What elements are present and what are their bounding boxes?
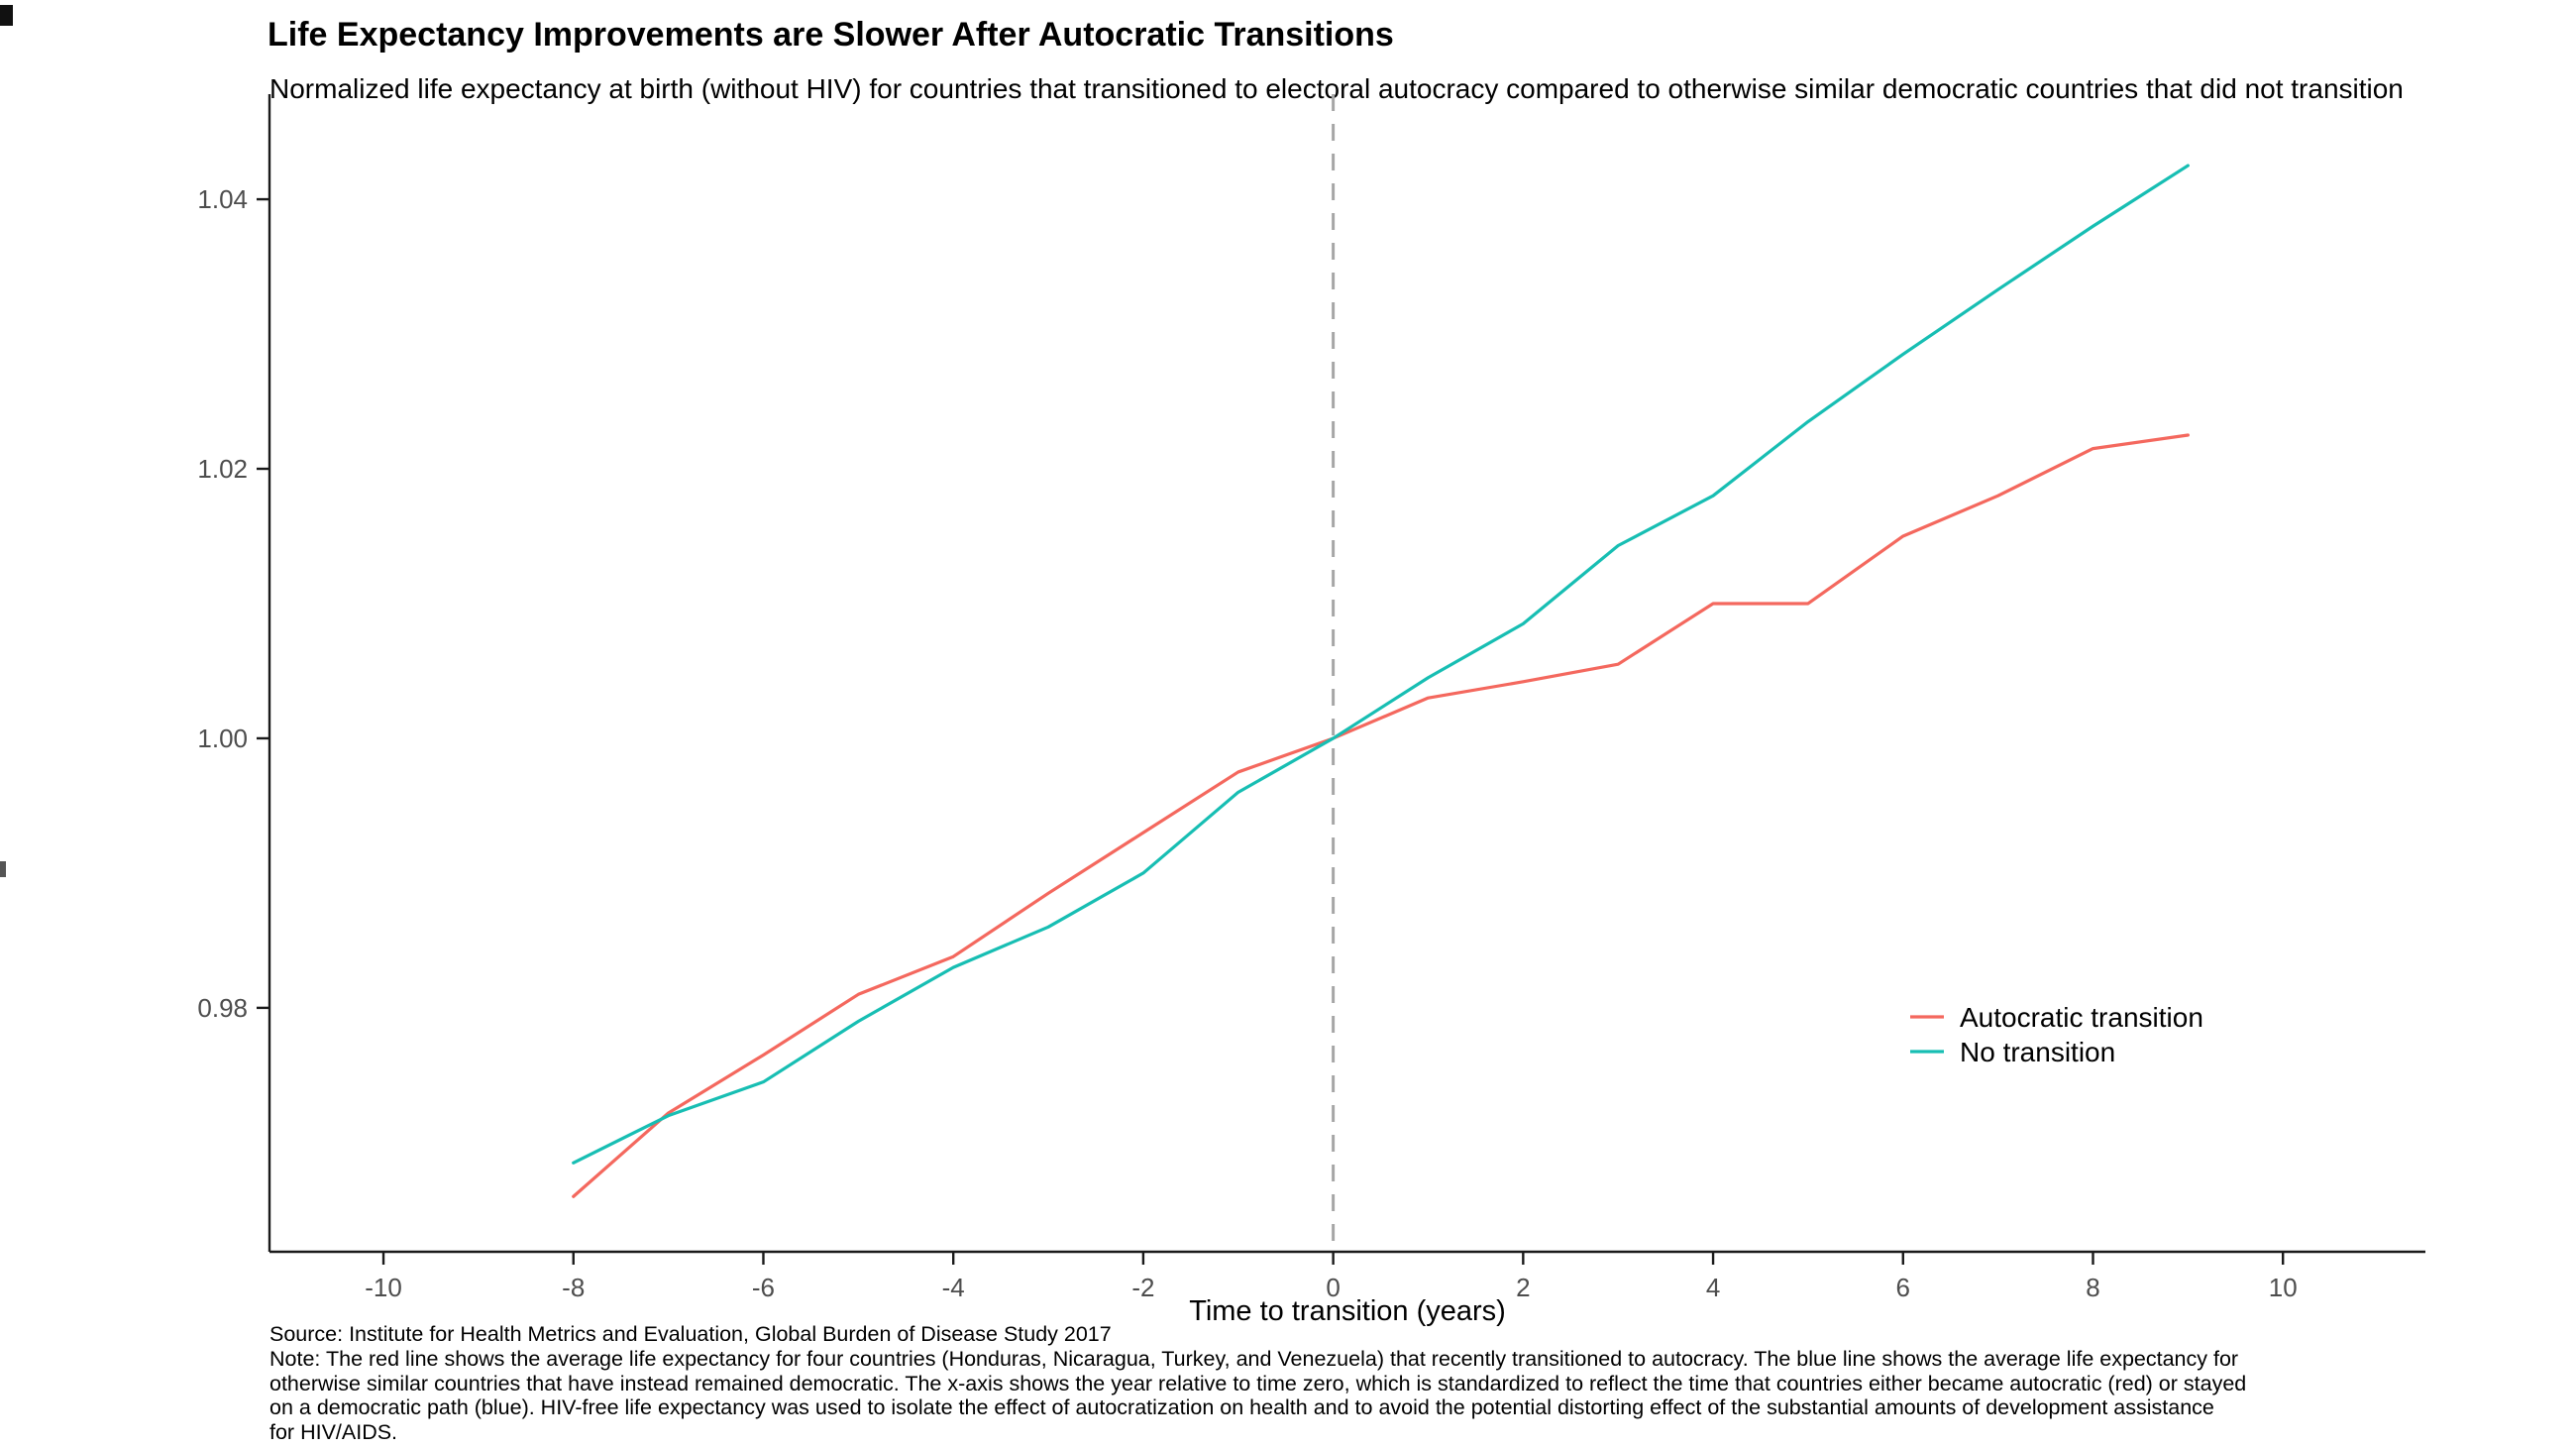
y-tick-label: 1.04 (197, 184, 248, 214)
legend-label: No transition (1960, 1037, 2115, 1067)
y-tick-label: 1.02 (197, 454, 248, 484)
screen-artifact-top-left (0, 5, 13, 26)
x-tick-label: -10 (365, 1273, 402, 1302)
x-tick-label: 0 (1326, 1273, 1340, 1302)
x-tick-label: 8 (2086, 1273, 2099, 1302)
series-line-autocratic-transition (572, 433, 2190, 1198)
chart-caption: Source: Institute for Health Metrics and… (269, 1322, 2246, 1445)
x-tick-label: -4 (942, 1273, 965, 1302)
caption-note-line: on a democratic path (blue). HIV-free li… (269, 1395, 2214, 1420)
caption-note-line: Note: The red line shows the average lif… (269, 1346, 2239, 1371)
x-tick-label: -8 (562, 1273, 585, 1302)
caption-note-line: for HIV/AIDS. (269, 1420, 398, 1445)
caption-note-line: otherwise similar countries that have in… (269, 1371, 2247, 1395)
caption-source: Source: Institute for Health Metrics and… (269, 1322, 1112, 1346)
y-tick-label: 1.00 (197, 724, 248, 753)
legend-label: Autocratic transition (1960, 1002, 2203, 1033)
x-tick-label: -6 (752, 1273, 775, 1302)
x-tick-label: 2 (1516, 1273, 1530, 1302)
series-line-no-transition (572, 164, 2190, 1165)
x-tick-label: 4 (1706, 1273, 1720, 1302)
x-tick-label: 6 (1896, 1273, 1910, 1302)
x-axis-title: Time to transition (years) (1189, 1295, 1506, 1327)
x-tick-label: -2 (1131, 1273, 1154, 1302)
screen-artifact-left-edge (0, 861, 6, 877)
chart-subtitle: Normalized life expectancy at birth (wit… (269, 73, 2404, 104)
y-tick-label: 0.98 (197, 993, 248, 1023)
x-tick-label: 10 (2269, 1273, 2298, 1302)
chart-title: Life Expectancy Improvements are Slower … (268, 16, 1394, 54)
